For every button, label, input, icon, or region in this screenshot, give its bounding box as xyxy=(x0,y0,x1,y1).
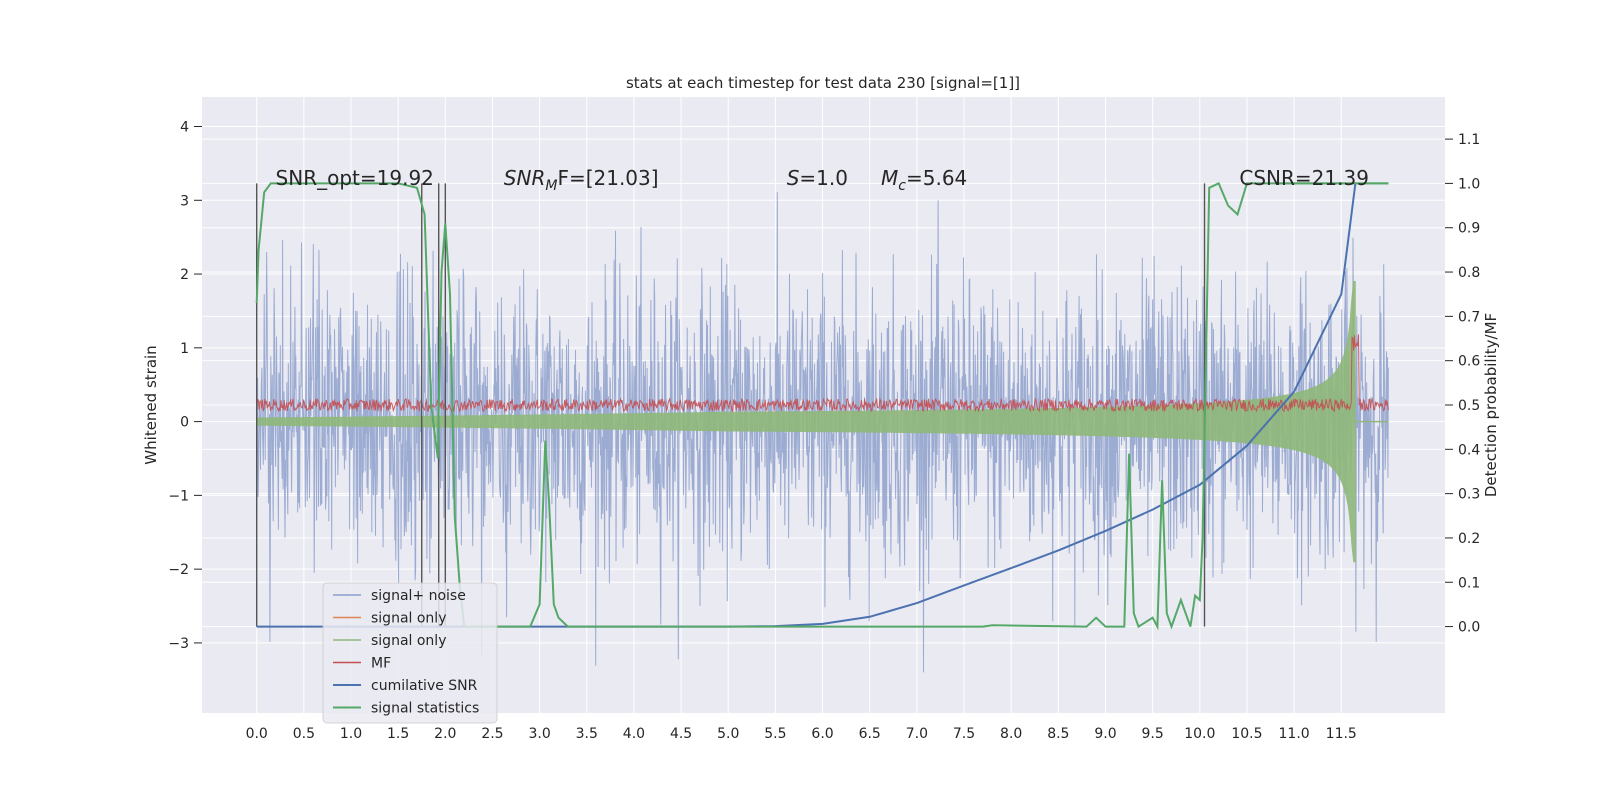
annotation-text: M xyxy=(881,166,898,190)
x-tick-label: 10.0 xyxy=(1184,726,1215,742)
y-axis-label: Whitened strain xyxy=(142,345,160,464)
legend-label: cumilative SNR xyxy=(371,678,478,694)
x-tick-label: 2.0 xyxy=(434,726,456,742)
y-tick-label: 2 xyxy=(180,267,189,283)
y-tick-label: −1 xyxy=(168,488,189,504)
x-tick-label: 8.0 xyxy=(1000,726,1022,742)
x-axis: 0.0 0.5 1.0 1.5 2.0 2.5 3.0 3.5 4.0 4.5 5.0 5.5 6.0 6… xyxy=(246,726,1357,742)
legend-label: signal only xyxy=(371,611,446,627)
y2-tick-label: 1.0 xyxy=(1458,176,1480,192)
x-tick-label: 2.5 xyxy=(481,726,503,742)
y-tick-label: 3 xyxy=(180,193,189,209)
annotation-text: S xyxy=(787,166,800,190)
series-lines xyxy=(255,182,1389,631)
x-tick-label: 9.5 xyxy=(1142,726,1164,742)
annotation-value: F=[21.03] xyxy=(557,166,658,190)
annotation: S=1.0 xyxy=(787,166,848,190)
legend-box xyxy=(322,582,498,724)
x-tick-label: 11.5 xyxy=(1326,726,1357,742)
y-axis-right: 1.1 1.0 0.9 0.8 0.7 0.6 0.5 0.4 0.3 0.2 0.1 0.0 xyxy=(1445,132,1480,636)
x-tick-label: 0.5 xyxy=(293,726,315,742)
annotation-text: SNR xyxy=(504,166,546,190)
signal-statistics-line xyxy=(255,182,1389,631)
annotation-value: =1.0 xyxy=(799,166,848,190)
legend-label: signal+ noise xyxy=(371,588,466,604)
y2-tick-label: 0.3 xyxy=(1458,487,1480,503)
x-tick-label: 7.0 xyxy=(906,726,928,742)
legend-label: signal only xyxy=(371,633,446,649)
annotation-subscript: c xyxy=(898,178,906,194)
cumulative-snr-line xyxy=(256,183,1357,628)
y-tick-label: −3 xyxy=(168,636,189,652)
x-tick-label: 5.5 xyxy=(764,726,786,742)
y-tick-label: 1 xyxy=(180,341,189,357)
x-tick-label: 0.0 xyxy=(246,726,268,742)
x-tick-label: 4.0 xyxy=(623,726,645,742)
y-tick-label: −2 xyxy=(168,562,189,578)
legend-label: signal statistics xyxy=(371,701,479,717)
x-tick-label: 1.5 xyxy=(387,726,409,742)
signal-only-envelope xyxy=(256,281,1356,563)
annotation: Mc=5.64 xyxy=(881,166,967,194)
x-tick-label: 8.5 xyxy=(1047,726,1069,742)
x-tick-label: 7.5 xyxy=(953,726,975,742)
annotations: SNR_opt=19.92 SNRMF=[21.03] S=1.0 Mc=5.64 CS… xyxy=(276,166,1369,194)
annotation: CSNR=21.39 xyxy=(1239,166,1369,190)
x-tick-label: 11.0 xyxy=(1279,726,1310,742)
y2-tick-label: 0.8 xyxy=(1458,265,1480,281)
x-tick-label: 5.0 xyxy=(717,726,739,742)
legend-label: MF xyxy=(371,656,391,672)
x-tick-label: 3.5 xyxy=(576,726,598,742)
y2-tick-label: 0.0 xyxy=(1458,620,1480,636)
annotation: SNRMF=[21.03] xyxy=(504,166,659,194)
annotation: SNR_opt=19.92 xyxy=(276,166,434,190)
y2-tick-label: 0.2 xyxy=(1458,531,1480,547)
y2-tick-label: 1.1 xyxy=(1458,132,1480,148)
annotation-text: SNR_opt=19.92 xyxy=(276,166,434,190)
y2-axis-label: Detection probability/MF xyxy=(1482,313,1500,497)
x-tick-label: 6.5 xyxy=(859,726,881,742)
annotation-value: =5.64 xyxy=(906,166,967,190)
y2-tick-label: 0.9 xyxy=(1458,221,1480,237)
annotation-subscript: M xyxy=(545,178,557,194)
y2-tick-label: 0.1 xyxy=(1458,575,1480,591)
annotation-text: CSNR=21.39 xyxy=(1239,166,1369,190)
x-tick-label: 6.0 xyxy=(811,726,833,742)
y2-tick-label: 0.6 xyxy=(1458,354,1480,370)
y2-tick-label: 0.5 xyxy=(1458,398,1480,414)
x-tick-label: 3.0 xyxy=(528,726,550,742)
chart-title: stats at each timestep for test data 230… xyxy=(626,74,1020,92)
y2-tick-label: 0.7 xyxy=(1458,309,1480,325)
legend[interactable]: signal+ noise signal only signal only MF cum… xyxy=(322,582,498,724)
x-tick-label: 9.0 xyxy=(1094,726,1116,742)
x-tick-label: 4.5 xyxy=(670,726,692,742)
y-tick-label: 4 xyxy=(180,120,189,136)
x-tick-label: 1.0 xyxy=(340,726,362,742)
y2-tick-label: 0.4 xyxy=(1458,442,1480,458)
series-signal-only xyxy=(256,281,1389,563)
x-tick-label: 10.5 xyxy=(1231,726,1262,742)
y-tick-label: 0 xyxy=(180,415,189,431)
y-axis-left: 4 3 2 1 0 −1 −2 −3 xyxy=(168,120,202,652)
